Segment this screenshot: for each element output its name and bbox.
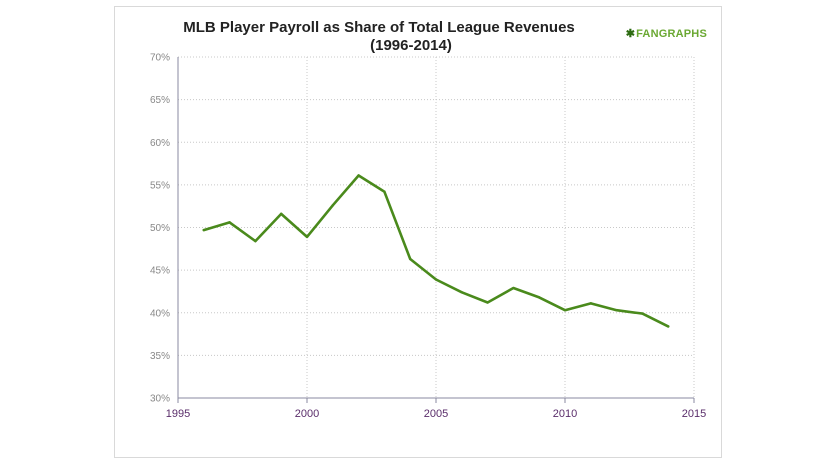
x-tick-label: 2005 — [424, 408, 448, 420]
y-tick-label: 70% — [150, 53, 170, 64]
x-tick-label: 2000 — [295, 408, 319, 420]
fangraphs-logo: ✱FANGRAPHS — [626, 27, 707, 40]
y-tick-label: 45% — [150, 266, 170, 277]
data-point — [254, 239, 257, 243]
data-point — [538, 296, 541, 299]
x-tick-label: 2015 — [682, 408, 706, 420]
x-tick-label: 1995 — [166, 408, 190, 420]
data-point — [228, 221, 231, 224]
data-point — [331, 204, 334, 207]
y-tick-label: 30% — [150, 394, 170, 405]
data-point — [305, 235, 309, 239]
y-tick-label: 40% — [150, 308, 170, 319]
logo-text: FANGRAPHS — [636, 28, 707, 40]
y-tick-label: 55% — [150, 180, 170, 191]
data-point — [280, 212, 283, 216]
data-point — [512, 286, 515, 290]
chart-subtitle: (1996-2014) — [370, 37, 452, 54]
chart-frame: MLB Player Payroll as Share of Total Lea… — [114, 6, 722, 458]
data-point — [409, 257, 412, 261]
line-chart: 30% 35% 40% 45% 50% 55% 60% 65% 70% 1995 2000 2005 2… — [150, 53, 706, 421]
y-tick-label: 35% — [150, 351, 170, 362]
logo-mark-icon: ✱ — [625, 28, 636, 40]
data-point — [460, 291, 463, 294]
data-point — [202, 228, 205, 232]
data-point — [589, 302, 592, 305]
chart-title-block: MLB Player Payroll as Share of Total Lea… — [115, 19, 721, 55]
data-point — [563, 308, 567, 312]
y-tick-label: 65% — [150, 95, 170, 106]
data-point — [667, 325, 670, 328]
y-tick-label: 60% — [150, 138, 170, 149]
data-point — [486, 301, 489, 304]
data-point — [357, 174, 360, 177]
data-point — [383, 190, 386, 193]
data-point — [434, 278, 438, 281]
data-point — [615, 308, 618, 312]
y-tick-label: 50% — [150, 223, 170, 234]
x-tick-label: 2010 — [553, 408, 577, 420]
data-point — [641, 312, 644, 315]
chart-title: MLB Player Payroll as Share of Total Lea… — [183, 19, 575, 36]
